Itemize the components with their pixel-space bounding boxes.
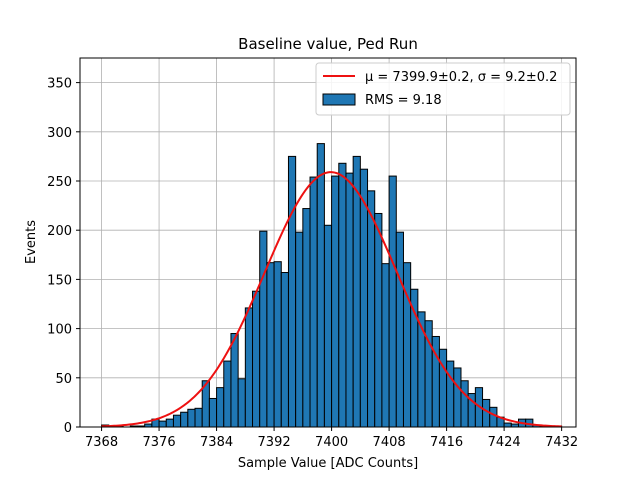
histogram-bar (165, 418, 174, 428)
histogram-bar (302, 208, 311, 428)
y-tick-label: 200 (47, 224, 72, 239)
histogram-bars (101, 143, 563, 428)
histogram-bar (295, 231, 304, 428)
y-tick-label: 50 (55, 372, 72, 387)
histogram-bar (266, 262, 275, 428)
histogram-bar (388, 175, 397, 428)
histogram-bar (323, 224, 333, 428)
histogram-bar (367, 190, 376, 428)
histogram-bar (237, 378, 246, 428)
histogram-bar (287, 155, 297, 428)
histogram-bar (223, 360, 232, 428)
histogram-bar (194, 407, 203, 428)
gaussian-fit-curve (101, 171, 562, 428)
histogram-bar (259, 230, 268, 428)
histogram-bar (273, 261, 282, 428)
histogram-bar (244, 307, 254, 428)
plot-area (79, 57, 577, 428)
x-tick-label: 7384 (200, 435, 233, 450)
y-tick-label: 0 (64, 421, 72, 436)
histogram-bar (208, 397, 218, 428)
y-tick-label: 300 (47, 126, 72, 141)
y-axis-title: Events (24, 220, 39, 264)
x-tick-label: 7392 (258, 435, 291, 450)
histogram-bar (280, 272, 289, 428)
histogram-bar (158, 420, 167, 428)
x-tick-label: 7408 (373, 435, 406, 450)
x-tick-label: 7368 (85, 435, 118, 450)
histogram-bar (172, 414, 182, 428)
y-tick-label: 100 (47, 323, 72, 338)
histogram-bar (395, 231, 404, 428)
x-tick-label: 7424 (488, 435, 521, 450)
chart-title: Baseline value, Ped Run (238, 35, 418, 53)
histogram-bar (453, 367, 462, 428)
histogram-bar (374, 212, 383, 428)
legend-fit-mu: μ = 7399.9±0.2, (365, 70, 478, 85)
x-axis-title: Sample Value [ADC Counts] (238, 456, 418, 471)
legend-fit-label: μ = 7399.9±0.2, σ = 9.2±0.2 (365, 70, 557, 85)
histogram-bar (446, 360, 455, 428)
histogram-bar (402, 262, 412, 428)
y-axis-ticks: 0 50 100 150 200 250 300 350 (47, 77, 80, 436)
x-tick-label: 7400 (315, 435, 348, 450)
x-tick-label: 7432 (545, 435, 578, 450)
legend-box (315, 62, 571, 116)
histogram-bar (460, 380, 469, 428)
y-tick-label: 250 (47, 175, 72, 190)
y-tick-label: 350 (47, 77, 72, 92)
histogram-bar (489, 406, 498, 428)
legend-hist-swatch (322, 93, 356, 106)
plot-frame (79, 57, 577, 428)
legend-hist-label: RMS = 9.18 (365, 93, 442, 108)
x-tick-label: 7416 (430, 435, 463, 450)
x-axis-ticks: 7368 7376 7384 7392 7400 7408 7416 7424 7432 (85, 427, 578, 450)
histogram-bar (216, 387, 225, 428)
histogram-bar (345, 172, 354, 428)
histogram-bar (187, 408, 196, 428)
y-tick-label: 150 (47, 273, 72, 288)
histogram-bar (252, 290, 261, 428)
histogram-bar (338, 162, 347, 428)
histogram-bar (381, 263, 390, 428)
histogram-bar (503, 422, 512, 428)
histogram-bar (309, 176, 318, 428)
histogram-bar (352, 155, 361, 428)
histogram-bar (180, 411, 189, 428)
histogram-bar (230, 333, 239, 428)
histogram-bar (331, 175, 340, 428)
x-tick-label: 7376 (143, 435, 176, 450)
legend: μ = 7399.9±0.2, σ = 9.2±0.2 RMS = 9.18 (315, 62, 571, 116)
legend-fit-sigma: σ = 9.2±0.2 (478, 70, 558, 85)
histogram-bar (316, 143, 325, 428)
